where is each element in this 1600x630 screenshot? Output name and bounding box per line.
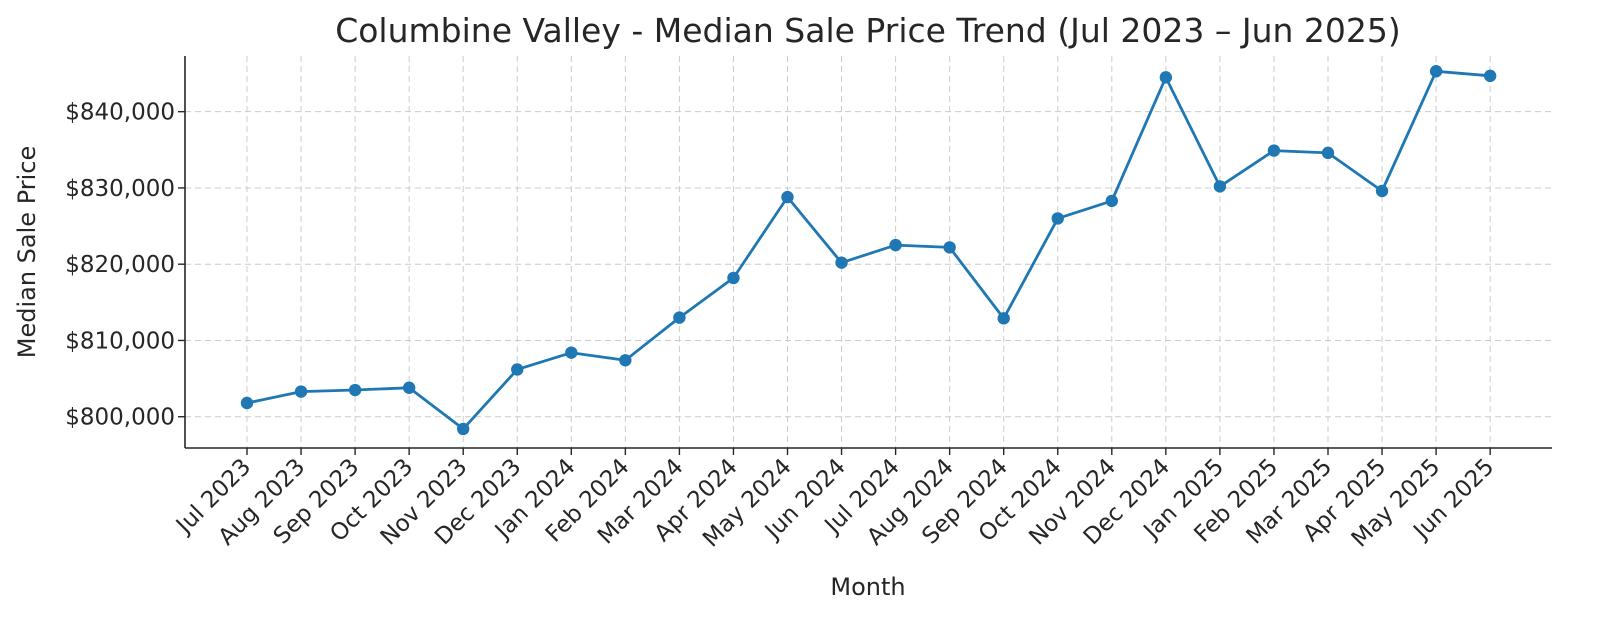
data-point — [943, 241, 956, 254]
y-axis-label: Median Sale Price — [13, 146, 41, 358]
data-point — [1105, 194, 1119, 208]
data-point — [1483, 69, 1497, 83]
data-point — [511, 363, 524, 376]
data-point — [457, 422, 470, 436]
axes — [184, 56, 1552, 449]
y-tick-label: $810,000 — [65, 328, 175, 354]
data-point — [1375, 184, 1389, 198]
x-axis-label: Month — [830, 573, 905, 601]
data-point — [673, 311, 686, 324]
data-point — [565, 346, 578, 359]
y-tick-label: $830,000 — [65, 176, 175, 202]
data-point — [727, 271, 740, 285]
y-ticks: $800,000 $810,000 $820,000 $830,000 $840,000 — [65, 100, 185, 431]
data-point — [619, 354, 632, 367]
data-point — [240, 396, 254, 410]
data-point — [781, 190, 794, 204]
y-tick-label: $840,000 — [65, 100, 175, 126]
grid — [185, 56, 1552, 448]
y-tick-label: $800,000 — [65, 405, 175, 431]
data-point — [402, 381, 416, 394]
data-point — [294, 385, 308, 398]
data-point — [1429, 65, 1443, 78]
series — [240, 65, 1497, 436]
data-point — [889, 238, 902, 252]
data-point — [835, 256, 848, 269]
data-point — [1051, 212, 1064, 225]
data-point — [1213, 180, 1227, 193]
data-point — [997, 312, 1010, 325]
chart-title: Columbine Valley - Median Sale Price Tre… — [335, 11, 1401, 50]
data-point — [1159, 71, 1173, 84]
y-tick-label: $820,000 — [65, 252, 175, 278]
data-point — [1321, 146, 1335, 160]
series-line — [245, 69, 1492, 431]
data-point — [1267, 144, 1281, 157]
data-point — [348, 383, 362, 397]
